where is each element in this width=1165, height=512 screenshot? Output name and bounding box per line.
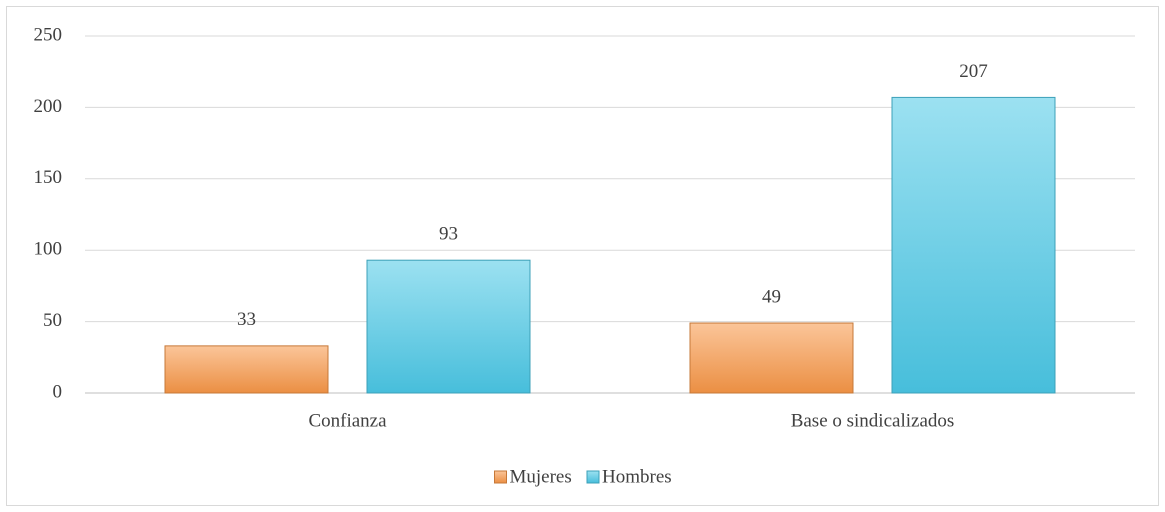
x-tick-label: Confianza (308, 410, 387, 431)
bar (366, 259, 531, 394)
legend-swatch (494, 470, 507, 484)
legend-label: Mujeres (510, 466, 572, 487)
x-tick-label: Base o sindicalizados (791, 410, 955, 431)
y-tick-label: 250 (34, 24, 63, 45)
bar (689, 322, 854, 394)
data-label: 93 (439, 224, 458, 245)
data-label: 207 (959, 61, 988, 82)
legend-swatch (586, 470, 600, 484)
y-tick-label: 100 (34, 239, 63, 260)
legend-label: Hombres (602, 466, 672, 487)
bar (891, 96, 1056, 394)
y-tick-label: 50 (43, 310, 62, 331)
y-tick-label: 0 (53, 381, 63, 402)
bar (164, 345, 329, 394)
y-tick-label: 200 (34, 96, 63, 117)
data-label: 49 (762, 286, 781, 307)
y-tick-label: 150 (34, 167, 63, 188)
data-label: 33 (237, 309, 256, 330)
